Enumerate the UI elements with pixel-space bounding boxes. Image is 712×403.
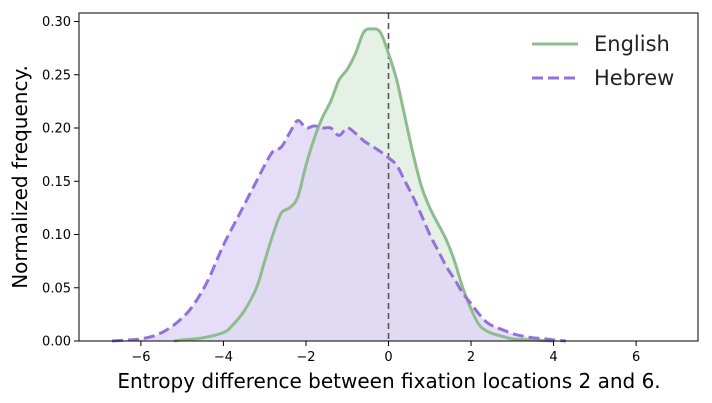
y-tick-label: 0.00	[42, 335, 71, 350]
x-tick-label: −2	[296, 350, 315, 365]
legend-label-english: English	[594, 32, 670, 56]
hebrew-area-fill	[112, 120, 566, 341]
x-tick-label: 4	[549, 350, 557, 365]
y-tick-label: 0.05	[42, 281, 71, 296]
series-lines	[111, 27, 567, 343]
legend: English Hebrew	[532, 32, 674, 90]
x-tick-label: 0	[384, 350, 392, 365]
x-axis-ticks: −6 −4 −2 0 2 4 6	[131, 341, 640, 365]
x-tick-label: −4	[214, 350, 233, 365]
y-axis-ticks: 0.00 0.05 0.10 0.15 0.20 0.25 0.30	[42, 15, 79, 350]
y-tick-label: 0.10	[42, 228, 71, 243]
hebrew-density-line	[111, 119, 567, 343]
y-axis-label: Normalized frequency.	[8, 65, 32, 289]
y-tick-label: 0.20	[42, 122, 71, 137]
y-tick-label: 0.15	[42, 175, 71, 190]
x-axis-label: Entropy difference between fixation loca…	[117, 369, 660, 393]
legend-label-hebrew: Hebrew	[594, 66, 674, 90]
x-tick-label: 2	[467, 350, 475, 365]
y-tick-label: 0.25	[42, 68, 71, 83]
english-density-line	[173, 27, 554, 343]
y-tick-label: 0.30	[42, 15, 71, 30]
area-fills	[112, 28, 566, 341]
x-tick-label: −6	[131, 350, 150, 365]
x-tick-label: 6	[632, 350, 640, 365]
